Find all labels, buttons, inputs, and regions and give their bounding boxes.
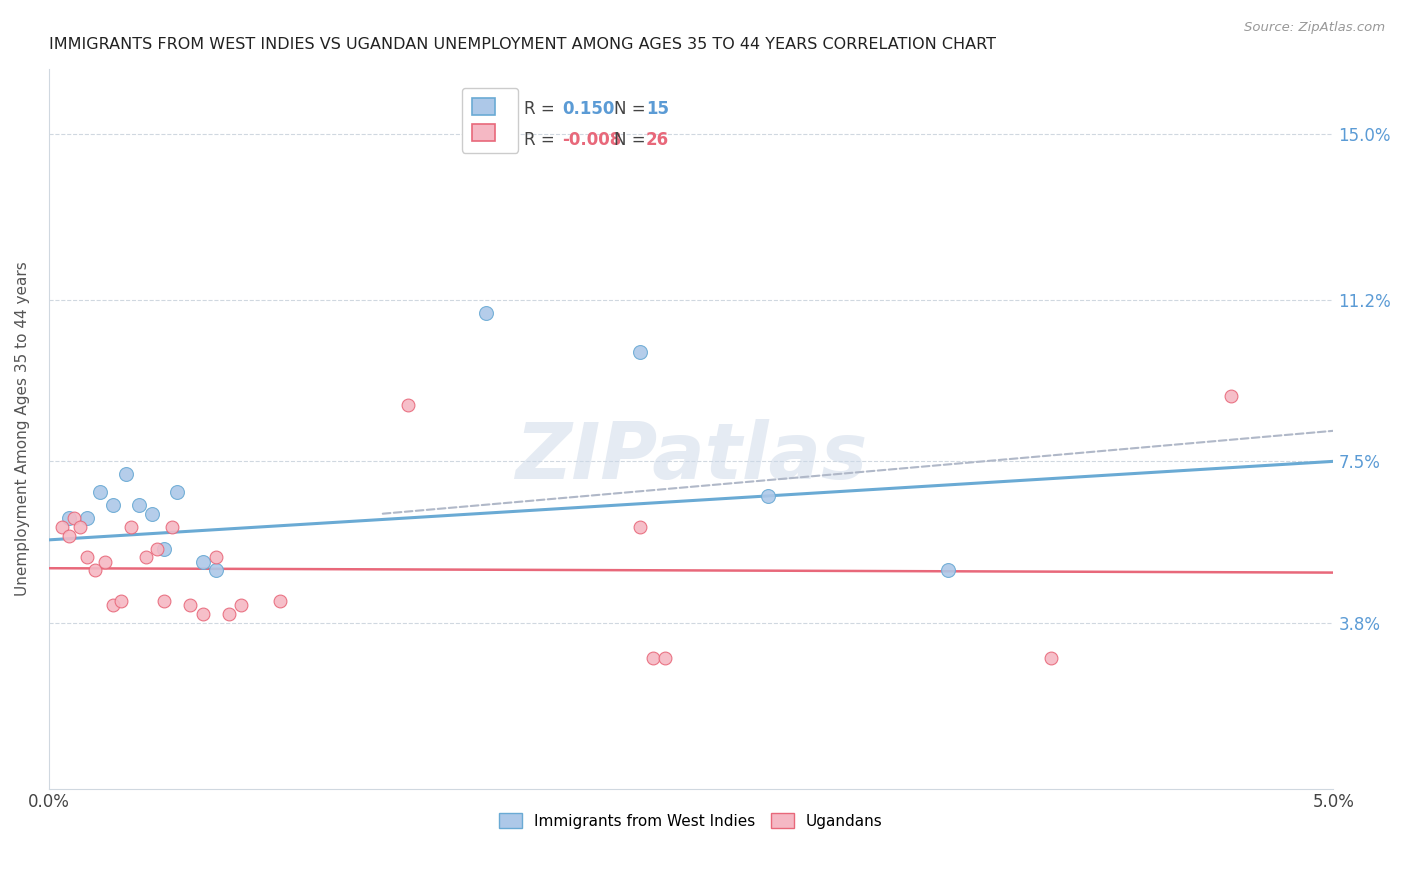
Point (1039, 650, 1062, 665)
Text: 26: 26 (647, 131, 669, 149)
Point (141, 507, 163, 521)
Y-axis label: Unemployment Among Ages 35 to 44 years: Unemployment Among Ages 35 to 44 years (15, 261, 30, 596)
Point (628, 345, 651, 359)
Legend: Immigrants from West Indies, Ugandans: Immigrants from West Indies, Ugandans (494, 807, 889, 835)
Point (160, 520, 183, 534)
Point (628, 520, 651, 534)
Text: R =: R = (524, 100, 560, 118)
Point (135, 550, 157, 565)
Point (69, 520, 91, 534)
Text: N =: N = (614, 100, 651, 118)
Text: R =: R = (524, 131, 560, 149)
Point (114, 467, 136, 482)
Point (654, 650, 676, 665)
Text: Source: ZipAtlas.com: Source: ZipAtlas.com (1244, 21, 1385, 34)
Point (51, 520, 73, 534)
Point (89, 484, 111, 499)
Point (153, 541, 176, 556)
Point (128, 498, 150, 512)
Point (231, 599, 253, 613)
Point (120, 520, 142, 534)
Point (1219, 389, 1241, 403)
Point (153, 594, 176, 608)
Point (191, 607, 214, 621)
Point (204, 563, 226, 577)
Text: 15: 15 (647, 100, 669, 118)
Text: IMMIGRANTS FROM WEST INDIES VS UGANDAN UNEMPLOYMENT AMONG AGES 35 TO 44 YEARS CO: IMMIGRANTS FROM WEST INDIES VS UGANDAN U… (49, 37, 995, 53)
Point (76, 550, 98, 565)
Point (84, 563, 107, 577)
Point (101, 498, 124, 512)
Point (94, 555, 117, 569)
Point (76, 511, 98, 525)
Point (101, 599, 124, 613)
Point (641, 650, 664, 665)
Point (756, 489, 779, 503)
Text: ZIPatlas: ZIPatlas (515, 419, 868, 495)
Point (398, 398, 420, 412)
Text: 0.150: 0.150 (562, 100, 614, 118)
Point (179, 599, 201, 613)
Point (936, 563, 959, 577)
Point (191, 555, 214, 569)
Text: N =: N = (614, 131, 651, 149)
Point (269, 594, 291, 608)
Point (110, 594, 132, 608)
Point (58, 511, 80, 525)
Point (145, 541, 167, 556)
Point (63, 511, 86, 525)
Point (218, 607, 240, 621)
Point (166, 484, 188, 499)
Point (58, 528, 80, 542)
Text: -0.008: -0.008 (562, 131, 621, 149)
Point (204, 550, 226, 565)
Point (474, 306, 496, 320)
